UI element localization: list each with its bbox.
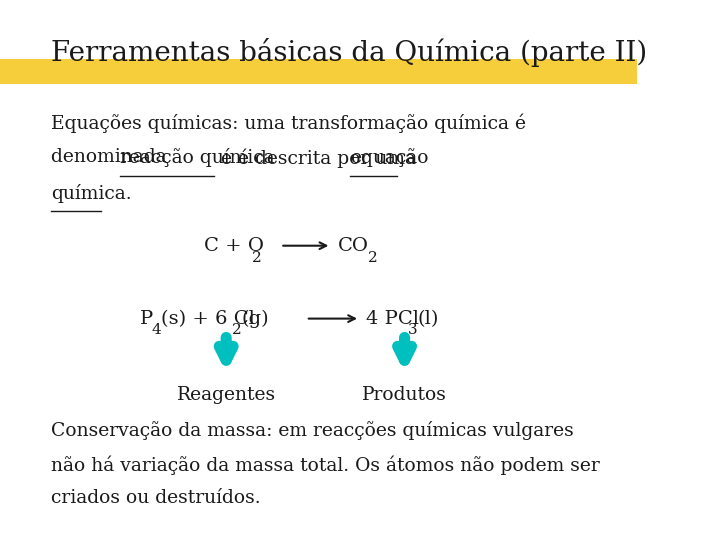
- Text: P: P: [140, 309, 153, 328]
- FancyBboxPatch shape: [0, 59, 637, 84]
- Text: 4 PCl: 4 PCl: [366, 309, 419, 328]
- Text: 2: 2: [232, 323, 242, 338]
- Text: C + O: C + O: [204, 237, 264, 255]
- Text: 2: 2: [368, 251, 377, 265]
- Text: 2: 2: [252, 251, 261, 265]
- Text: Produtos: Produtos: [362, 386, 447, 404]
- Text: (g): (g): [241, 309, 269, 328]
- Text: (l): (l): [418, 309, 438, 328]
- Text: reacção química: reacção química: [120, 148, 274, 167]
- Text: denominada: denominada: [51, 148, 173, 166]
- Text: Reagentes: Reagentes: [176, 386, 276, 404]
- Text: (s) + 6 Cl: (s) + 6 Cl: [161, 309, 254, 328]
- Text: criados ou destruídos.: criados ou destruídos.: [51, 489, 261, 507]
- Text: química.: química.: [51, 184, 132, 202]
- Text: equação: equação: [351, 148, 429, 167]
- Text: 3: 3: [408, 323, 418, 338]
- Text: Equações químicas: uma transformação química é: Equações químicas: uma transformação quí…: [51, 113, 526, 133]
- Text: não há variação da massa total. Os átomos não podem ser: não há variação da massa total. Os átomo…: [51, 455, 600, 475]
- Text: CO: CO: [338, 237, 369, 255]
- Text: Conservação da massa: em reacções químicas vulgares: Conservação da massa: em reacções químic…: [51, 421, 574, 440]
- Text: e é descrita por uma: e é descrita por uma: [215, 148, 423, 168]
- Text: 4: 4: [152, 323, 161, 338]
- Text: Ferramentas básicas da Química (parte II): Ferramentas básicas da Química (parte II…: [51, 38, 647, 67]
